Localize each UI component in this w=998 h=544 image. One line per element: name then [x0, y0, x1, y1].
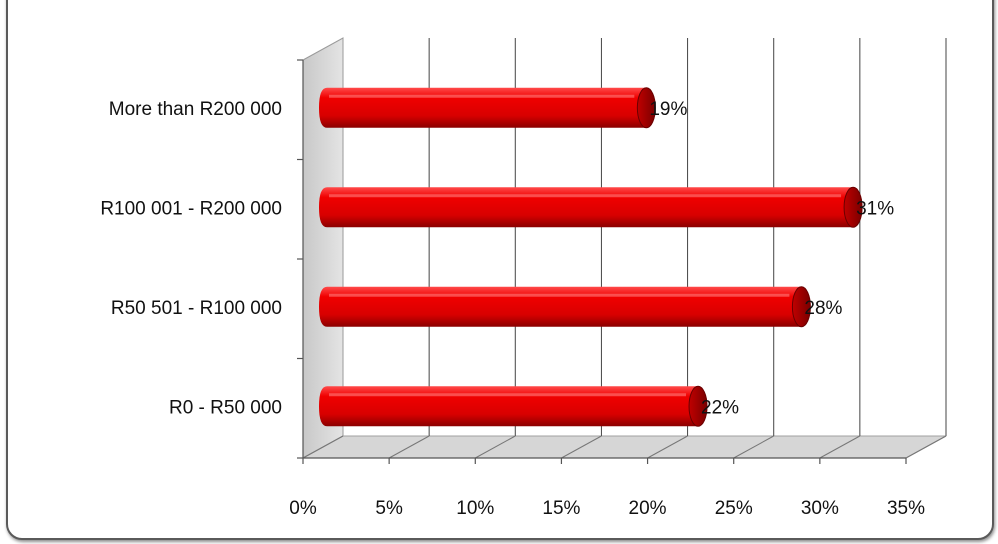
bar-highlight: [329, 194, 842, 198]
bar-highlight: [329, 293, 790, 297]
x-tick-labels: 0% 5% 10% 15% 20% 25% 30% 35%: [289, 498, 925, 519]
bar-cap: [791, 286, 811, 328]
x-tick-label: 0%: [289, 498, 317, 519]
floor-gridline: [475, 435, 516, 459]
data-label: 28%: [804, 298, 842, 319]
x-tick-label: 20%: [629, 498, 667, 519]
floor: [302, 435, 947, 459]
floor-gridline: [388, 435, 430, 459]
bar-cap: [636, 87, 656, 129]
x-tick-label: 10%: [456, 498, 494, 519]
category-label: R50 501 - R100 000: [111, 298, 282, 319]
x-tick-label: 30%: [801, 498, 839, 519]
bar-body: [319, 286, 802, 327]
data-labels: 22% 28% 31% 19%: [649, 99, 894, 419]
bars: [319, 87, 863, 427]
floor-gridline: [905, 435, 947, 459]
data-label: 19%: [649, 99, 687, 120]
bar: [319, 286, 811, 328]
bar-body: [319, 386, 699, 427]
floor-gridline: [302, 435, 344, 459]
bar-highlight: [329, 393, 687, 397]
category-label: More than R200 000: [109, 99, 282, 120]
floor-gridline: [733, 435, 774, 459]
x-tick-label: 15%: [542, 498, 580, 519]
category-label: R0 - R50 000: [169, 397, 282, 418]
floor-gridline: [647, 435, 688, 459]
data-label: 22%: [701, 397, 739, 418]
chart-walls: [297, 37, 947, 459]
category-labels: R0 - R50 000 R50 501 - R100 000 R100 001 -…: [100, 99, 282, 419]
bar-body: [319, 87, 647, 128]
bar-highlight: [329, 94, 635, 98]
bar-cap: [843, 186, 863, 228]
bar: [319, 385, 708, 427]
bar: [319, 87, 656, 129]
data-label: 31%: [856, 198, 894, 219]
category-label: R100 001 - R200 000: [100, 198, 282, 219]
x-tick-label: 25%: [715, 498, 753, 519]
floor-gridline: [819, 435, 861, 459]
x-tick-label: 5%: [375, 498, 403, 519]
bar-cap: [688, 385, 708, 427]
bar-body: [319, 187, 854, 228]
floor-gridline: [561, 435, 602, 459]
bar: [319, 186, 863, 228]
x-tick-label: 35%: [887, 498, 925, 519]
